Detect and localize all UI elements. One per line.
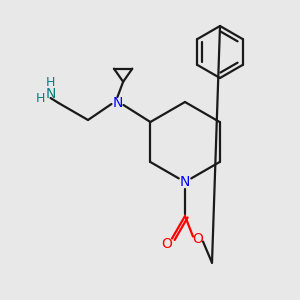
- Text: O: O: [162, 236, 172, 250]
- Text: N: N: [112, 96, 123, 110]
- Text: H: H: [36, 92, 45, 106]
- Text: H: H: [46, 76, 55, 89]
- Text: N: N: [45, 87, 56, 101]
- Text: N: N: [180, 175, 190, 189]
- Text: O: O: [193, 232, 203, 245]
